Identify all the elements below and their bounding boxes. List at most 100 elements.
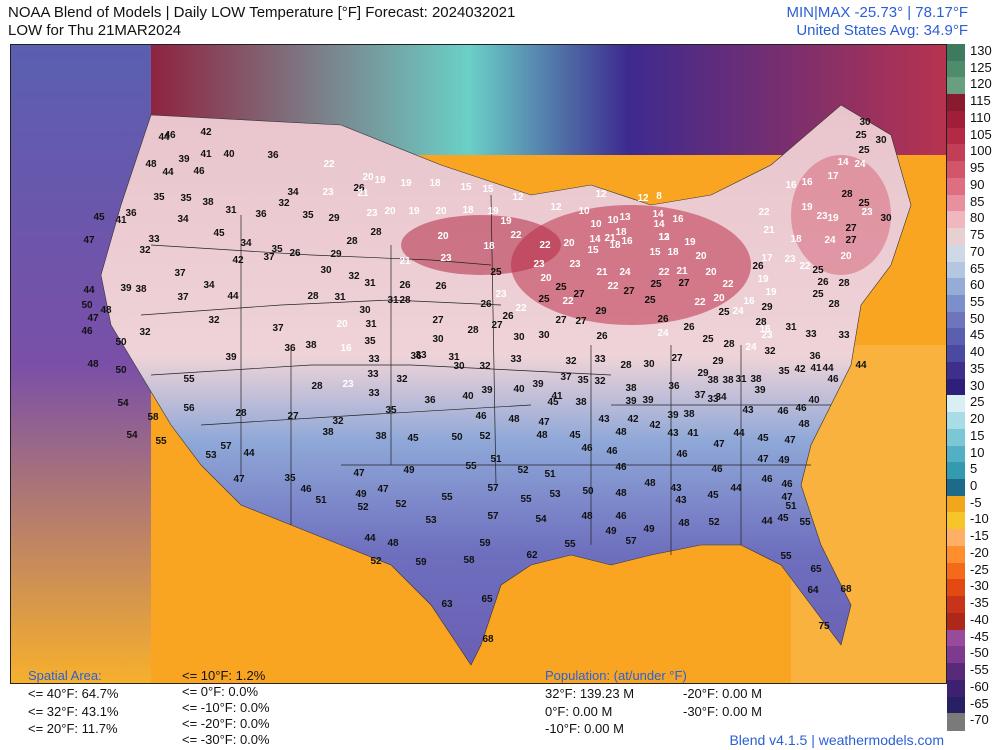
temperature-point-label: 27 bbox=[573, 289, 585, 300]
temperature-point-label: 18 bbox=[483, 241, 495, 252]
temperature-point-label: 32 bbox=[332, 416, 344, 427]
colorbar-tick-label: -15 bbox=[970, 528, 989, 544]
temperature-point-label: 30 bbox=[432, 334, 444, 345]
colorbar-tick-label: 55 bbox=[970, 293, 985, 309]
temperature-point-label: 44 bbox=[761, 516, 773, 527]
temperature-point-label: 20 bbox=[336, 319, 348, 330]
temperature-point-label: 34 bbox=[240, 238, 252, 249]
temperature-point-label: 41 bbox=[200, 149, 212, 160]
temperature-point-label: 33 bbox=[415, 350, 427, 361]
colorbar-swatch bbox=[947, 127, 965, 146]
temperature-point-label: 35 bbox=[302, 210, 314, 221]
temperature-point-label: 40 bbox=[808, 395, 820, 406]
temperature-point-label: 32 bbox=[565, 356, 577, 367]
temperature-point-label: 28 bbox=[399, 295, 411, 306]
temperature-point-label: 46 bbox=[475, 411, 487, 422]
colorbar-tick-label: -40 bbox=[970, 611, 989, 627]
temperature-point-label: 23 bbox=[761, 330, 773, 341]
colorbar-tick-label: 130 bbox=[970, 43, 992, 58]
temperature-point-label: 37 bbox=[177, 292, 189, 303]
temperature-point-label: 47 bbox=[757, 454, 769, 465]
colorbar-swatch bbox=[947, 161, 965, 179]
temperature-point-label: 34 bbox=[177, 214, 189, 225]
temperature-point-label: 38 bbox=[625, 383, 637, 394]
colorbar-swatch bbox=[947, 261, 965, 280]
temperature-point-label: 46 bbox=[761, 474, 773, 485]
temperature-point-label: 25 bbox=[490, 267, 502, 278]
temperature-point-label: 49 bbox=[778, 455, 790, 466]
temperature-point-label: 32 bbox=[594, 376, 606, 387]
temperature-point-label: 26 bbox=[657, 314, 669, 325]
colorbar-swatch bbox=[947, 395, 965, 414]
temperature-point-label: 18 bbox=[615, 227, 627, 238]
temperature-point-label: 65 bbox=[481, 594, 493, 605]
temperature-point-label: 43 bbox=[742, 405, 754, 416]
temperature-point-label: 32 bbox=[278, 198, 290, 209]
temperature-point-label: 20 bbox=[384, 206, 396, 217]
colorbar-swatch bbox=[947, 44, 965, 62]
colorbar-tick-label: 50 bbox=[970, 310, 985, 326]
temperature-point-label: 49 bbox=[403, 465, 415, 476]
temperature-point-label: 17 bbox=[827, 171, 839, 182]
colorbar-tick-label: 20 bbox=[970, 411, 985, 427]
temperature-point-label: 32 bbox=[396, 374, 408, 385]
colorbar-tick-label: 35 bbox=[970, 360, 985, 376]
temperature-point-label: 55 bbox=[520, 494, 532, 505]
colorbar-tick-label: 85 bbox=[970, 193, 985, 209]
spatial-row: <= -20°F: 0.0% bbox=[182, 716, 270, 731]
temperature-point-label: 24 bbox=[732, 306, 744, 317]
temperature-point-label: 29 bbox=[595, 306, 607, 317]
temperature-point-label: 48 bbox=[508, 414, 520, 425]
temperature-point-label: 38 bbox=[202, 197, 214, 208]
colorbar-swatch bbox=[947, 462, 965, 480]
temperature-point-label: 23 bbox=[342, 379, 354, 390]
temperature-point-label: 45 bbox=[707, 490, 719, 501]
temperature-point-label: 27 bbox=[671, 353, 683, 364]
temperature-point-label: 38 bbox=[322, 427, 334, 438]
temperature-point-label: 41 bbox=[687, 428, 699, 439]
temperature-point-label: 46 bbox=[193, 166, 205, 177]
temperature-point-label: 23 bbox=[861, 207, 873, 218]
temperature-point-label: 23 bbox=[569, 259, 581, 270]
colorbar-tick-label: 45 bbox=[970, 327, 985, 343]
temperature-point-label: 22 bbox=[510, 230, 522, 241]
temperature-point-label: 37 bbox=[272, 323, 284, 334]
temperature-point-label: 52 bbox=[479, 431, 491, 442]
temperature-point-label: 33 bbox=[805, 329, 817, 340]
temperature-point-label: 46 bbox=[615, 462, 627, 473]
colorbar-tick-label: 95 bbox=[970, 160, 985, 176]
temperature-point-label: 39 bbox=[625, 396, 637, 407]
temperature-point-label: 14 bbox=[837, 157, 849, 168]
temperature-point-label: 27 bbox=[845, 235, 857, 246]
temperature-point-label: 14 bbox=[653, 219, 665, 230]
temperature-point-label: 23 bbox=[495, 289, 507, 300]
temperature-point-label: 32 bbox=[208, 315, 220, 326]
temperature-point-label: 26 bbox=[817, 277, 829, 288]
temperature-point-label: 19 bbox=[408, 206, 420, 217]
spatial-row: <= 20°F: 11.7% bbox=[28, 721, 118, 736]
population-row: -30°F: 0.00 M bbox=[683, 704, 762, 719]
temperature-point-label: 44 bbox=[162, 167, 174, 178]
temperature-point-label: 24 bbox=[657, 328, 669, 339]
temperature-point-label: 16 bbox=[759, 324, 771, 335]
temperature-point-label: 33 bbox=[594, 354, 606, 365]
temperature-point-label: 26 bbox=[502, 311, 514, 322]
temperature-point-label: 15 bbox=[587, 245, 599, 256]
temperature-point-label: 25 bbox=[855, 130, 867, 141]
colorbar-tick-label: 100 bbox=[970, 143, 992, 159]
spatial-row: <= 0°F: 0.0% bbox=[182, 684, 259, 699]
temperature-point-label: 30 bbox=[875, 135, 887, 146]
temperature-point-label: 47 bbox=[784, 435, 796, 446]
temperature-point-label: 23 bbox=[440, 253, 452, 264]
temperature-point-label: 35 bbox=[778, 366, 790, 377]
temperature-point-label: 23 bbox=[366, 208, 378, 219]
temperature-point-label: 64 bbox=[807, 585, 819, 596]
colorbar-tick-label: -10 bbox=[970, 511, 989, 527]
temperature-point-label: 43 bbox=[670, 483, 682, 494]
temperature-point-label: 49 bbox=[355, 489, 367, 500]
temperature-point-label: 27 bbox=[432, 315, 444, 326]
temperature-point-label: 18 bbox=[609, 240, 621, 251]
colorbar-swatch bbox=[947, 177, 965, 196]
temperature-point-label: 26 bbox=[480, 299, 492, 310]
population-row: 0°F: 0.00 M bbox=[545, 704, 613, 719]
